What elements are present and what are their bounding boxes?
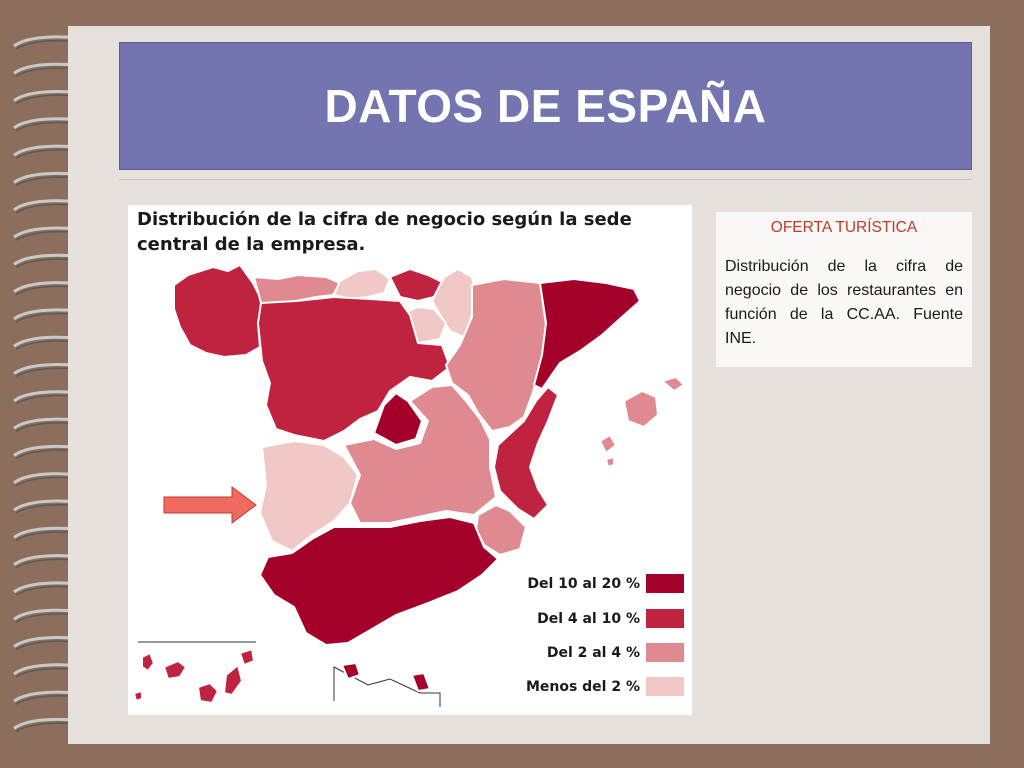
legend-swatch bbox=[646, 643, 684, 662]
region-baleares-ibiza bbox=[599, 434, 617, 454]
legend-label: Del 10 al 20 % bbox=[527, 575, 640, 592]
legend-label: Menos del 2 % bbox=[525, 678, 640, 695]
region-castilla-mancha bbox=[343, 384, 497, 524]
region-madrid bbox=[373, 392, 423, 446]
info-box: OFERTA TURÍSTICA Distribución de la cifr… bbox=[716, 212, 972, 367]
spain-map bbox=[133, 264, 685, 707]
region-cataluna bbox=[533, 278, 641, 390]
title-banner: DATOS DE ESPAÑA bbox=[119, 42, 972, 170]
region-baleares-formentera bbox=[605, 456, 615, 468]
legend-swatch bbox=[646, 609, 684, 628]
legend-item-minimal: Menos del 2 % bbox=[526, 677, 684, 696]
region-valencia bbox=[493, 386, 559, 520]
legend-item-low: Del 2 al 4 % bbox=[547, 643, 684, 662]
divider bbox=[119, 179, 972, 180]
map-title: Distribución de la cifra de negocio segú… bbox=[137, 209, 632, 255]
region-baleares-mallorca bbox=[623, 390, 659, 428]
legend-swatch bbox=[646, 677, 684, 696]
highlight-arrow bbox=[163, 486, 257, 524]
region-canarias-lanzarote bbox=[239, 648, 255, 666]
region-canarias-grancanaria bbox=[197, 682, 219, 704]
region-canarias-fuerteventura bbox=[223, 664, 243, 696]
info-heading: OFERTA TURÍSTICA bbox=[770, 219, 918, 236]
legend-item-high: Del 10 al 20 % bbox=[527, 574, 684, 593]
region-canarias-west bbox=[141, 652, 155, 672]
region-galicia bbox=[173, 264, 264, 358]
region-melilla bbox=[411, 672, 431, 692]
region-canarias-tenerife bbox=[163, 660, 187, 680]
region-ceuta bbox=[341, 662, 361, 680]
region-canarias-small bbox=[133, 690, 143, 702]
region-baleares-menorca bbox=[661, 376, 685, 392]
map-figure: Distribución de la cifra de negocio segú… bbox=[128, 205, 692, 715]
slide-title: DATOS DE ESPAÑA bbox=[324, 80, 767, 132]
legend-label: Del 4 al 10 % bbox=[537, 610, 640, 627]
region-andalucia bbox=[259, 516, 499, 646]
legend-label: Del 2 al 4 % bbox=[546, 644, 640, 661]
region-castilla-leon bbox=[257, 296, 451, 442]
legend-item-medium: Del 4 al 10 % bbox=[537, 609, 684, 628]
region-cantabria bbox=[333, 268, 391, 300]
legend-swatch bbox=[646, 574, 684, 593]
info-body: Distribución de la cifra de negocio de l… bbox=[725, 258, 963, 347]
region-extremadura bbox=[259, 440, 359, 552]
